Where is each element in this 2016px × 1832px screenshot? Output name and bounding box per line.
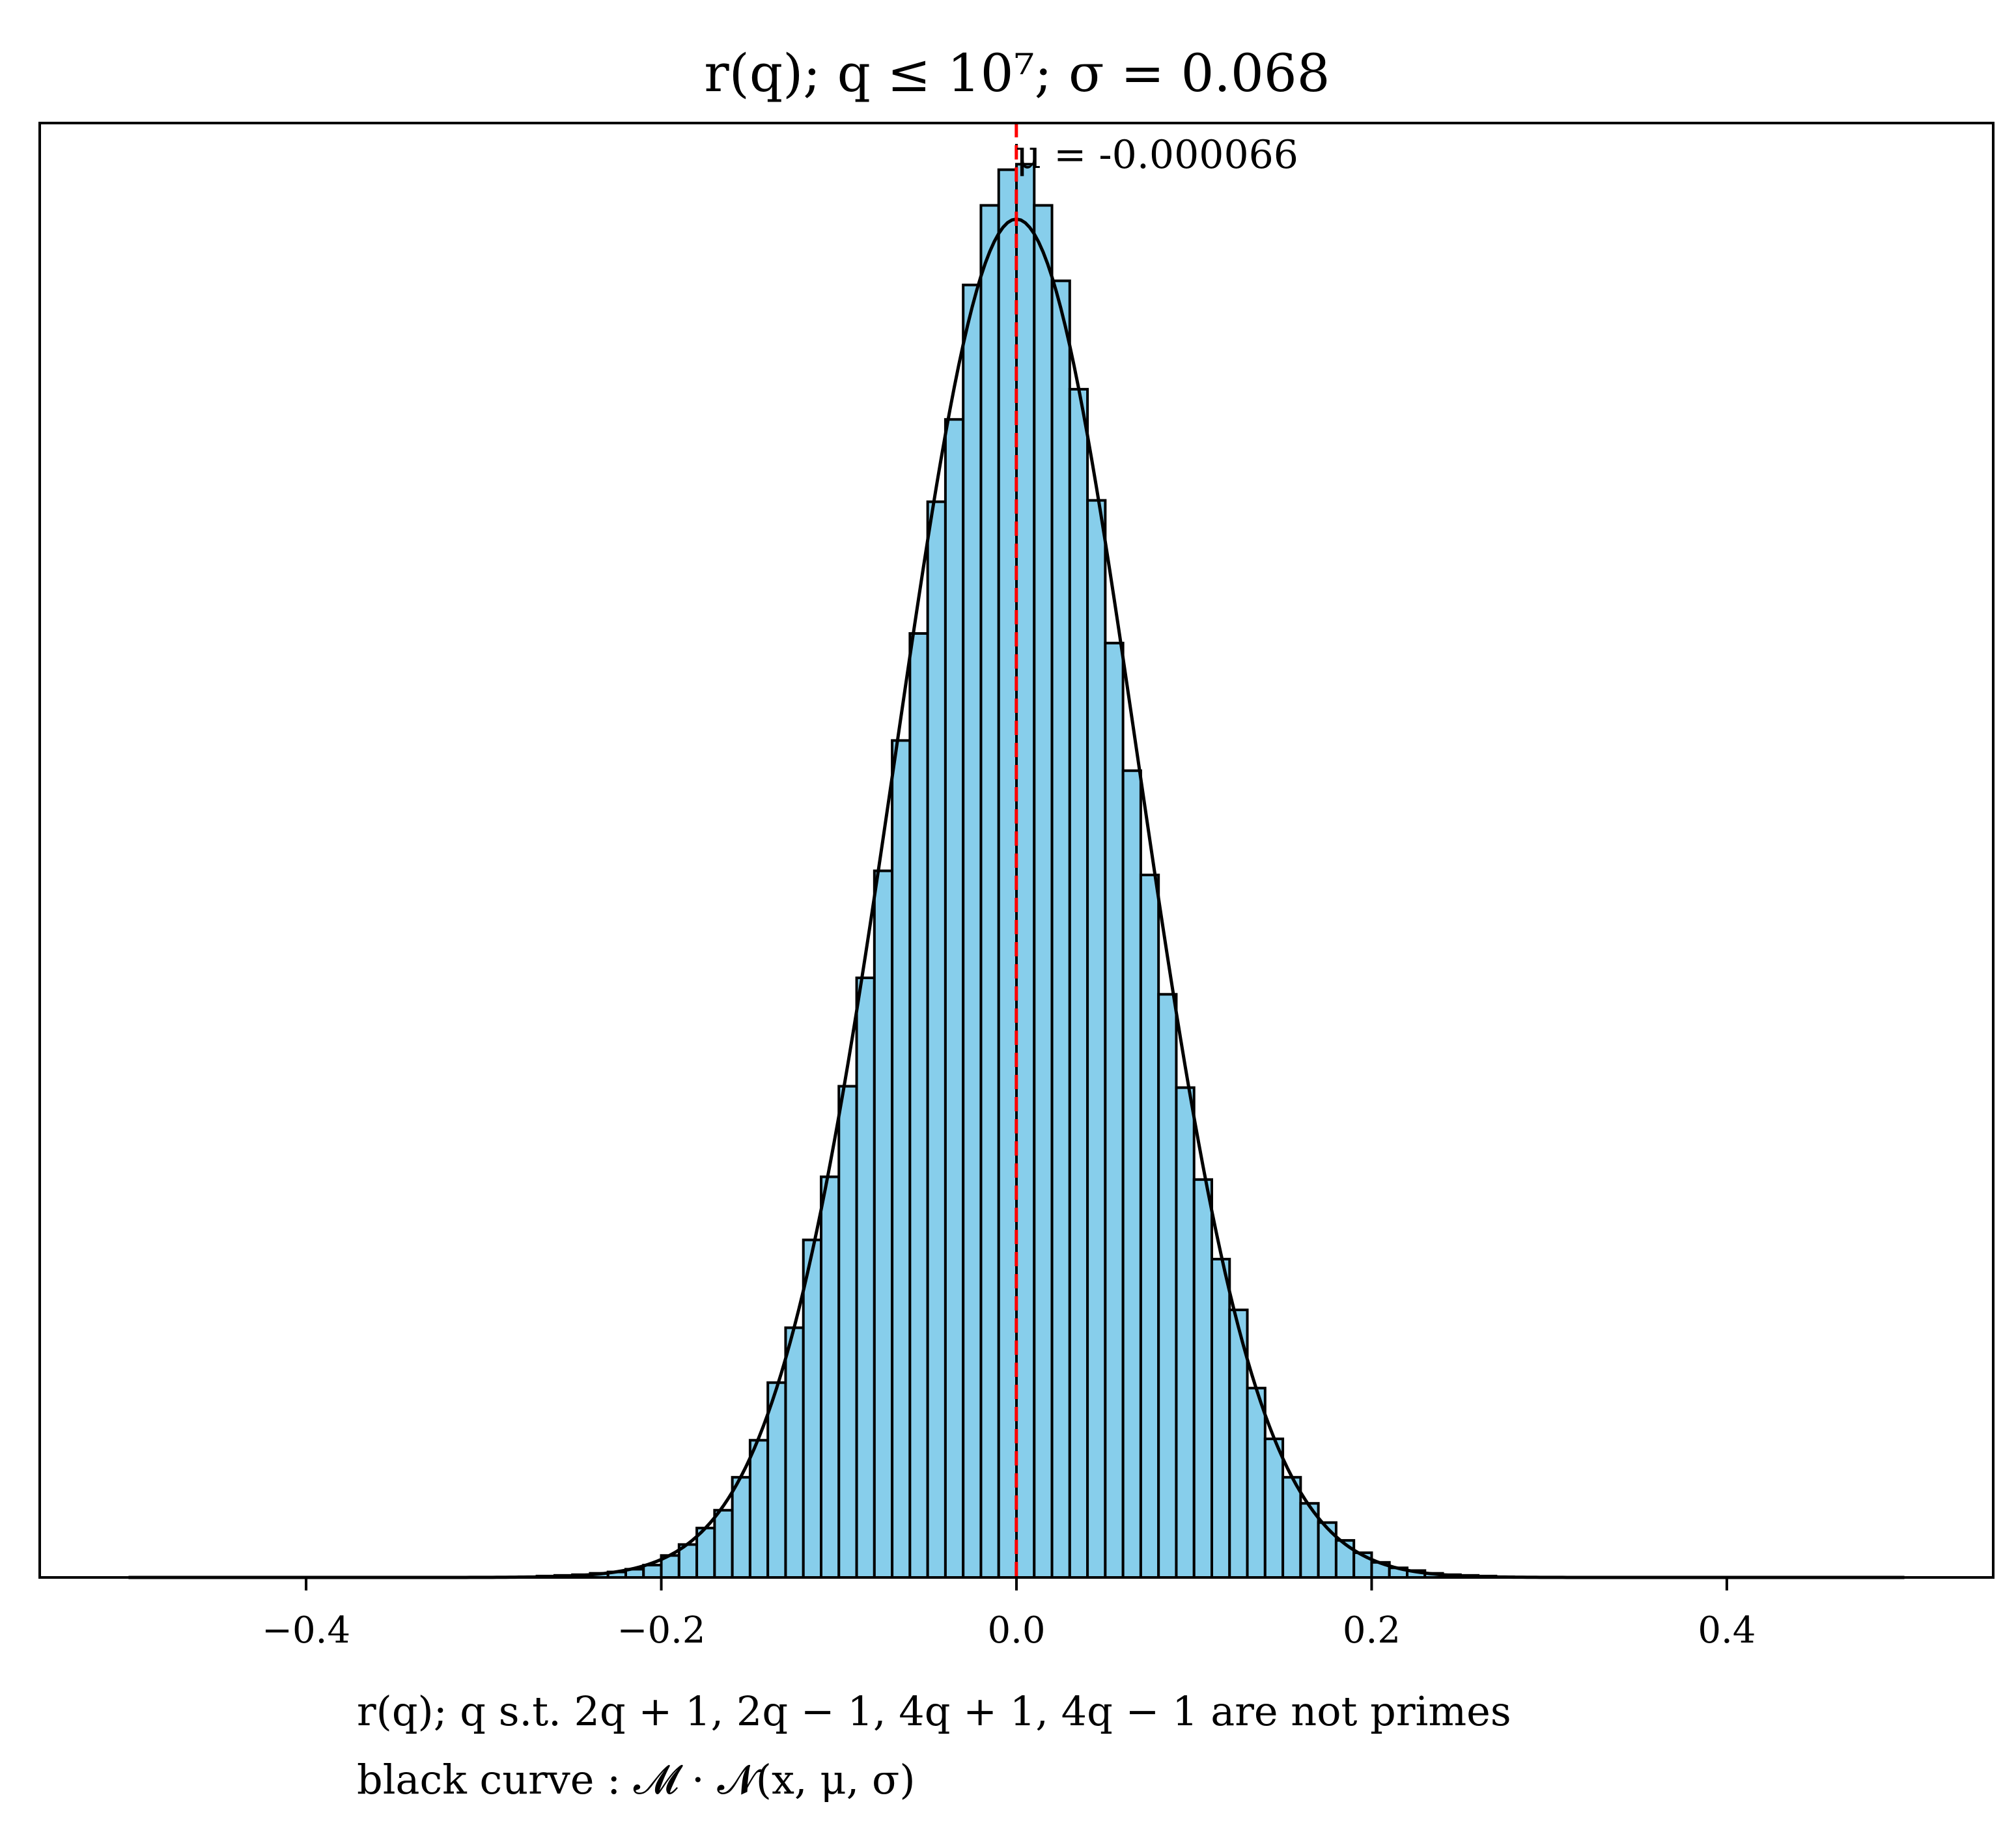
histogram-bar <box>1263 1437 1285 1579</box>
histogram-bar <box>1246 1387 1267 1579</box>
histogram-bar <box>962 283 983 1579</box>
histogram-bar <box>766 1381 787 1579</box>
histogram-bar <box>1050 279 1071 1579</box>
histogram-bar <box>926 500 947 1579</box>
x-tick-label: −0.2 <box>617 1609 706 1652</box>
histogram-bar <box>1175 1086 1196 1579</box>
x-axis: −0.4 −0.2 0.0 0.2 0.4 <box>262 1577 1756 1652</box>
chart-title: r(q); q ≤ 10⁷; σ = 0.068 <box>704 43 1330 104</box>
histogram-bar <box>1157 993 1178 1579</box>
histogram-bar <box>695 1527 716 1579</box>
histogram-bar <box>944 418 965 1579</box>
plot-area: μ = -0.000066 <box>128 123 1905 1579</box>
x-ticks <box>305 1577 1728 1590</box>
histogram-bar <box>1033 204 1054 1579</box>
xlabel-line-1: r(q); q s.t. 2q + 1, 2q − 1, 4q + 1, 4q … <box>357 1687 1511 1735</box>
x-tick-label: 0.0 <box>987 1609 1045 1652</box>
histogram-bars <box>518 163 1515 1579</box>
histogram-bar <box>642 1564 663 1579</box>
histogram-bar <box>908 632 929 1579</box>
histogram-bar <box>873 869 894 1579</box>
histogram-bar <box>802 1238 822 1579</box>
histogram-bar <box>731 1476 751 1579</box>
histogram-bar <box>1068 387 1089 1579</box>
histogram-bar <box>1015 163 1036 1579</box>
histogram-bar <box>1104 641 1125 1579</box>
histogram-bar <box>784 1326 805 1579</box>
x-tick-labels: −0.4 −0.2 0.0 0.2 0.4 <box>262 1609 1756 1652</box>
histogram-bar <box>1211 1258 1231 1579</box>
histogram-bar <box>1139 873 1160 1579</box>
histogram-bar <box>1281 1476 1302 1579</box>
histogram-bar <box>1192 1178 1213 1579</box>
histogram-bar <box>837 1085 858 1579</box>
histogram-bar <box>1121 769 1142 1579</box>
histogram-bar <box>997 168 1018 1579</box>
mean-label: μ = -0.000066 <box>1016 132 1298 178</box>
xlabel-line-2: black curve : 𝓜 · 𝓝(x, μ, σ) <box>357 1756 916 1803</box>
histogram-bar <box>1317 1521 1337 1579</box>
histogram-bar <box>891 739 912 1579</box>
histogram-bar <box>979 204 1000 1579</box>
histogram-bar <box>1086 499 1107 1579</box>
histogram-bar <box>748 1439 770 1579</box>
x-tick-label: 0.4 <box>1698 1609 1756 1652</box>
x-tick-label: 0.2 <box>1343 1609 1401 1652</box>
x-tick-label: −0.4 <box>262 1609 350 1652</box>
histogram-bar <box>713 1508 734 1579</box>
histogram-bar <box>855 977 876 1579</box>
histogram-bar <box>820 1175 841 1579</box>
